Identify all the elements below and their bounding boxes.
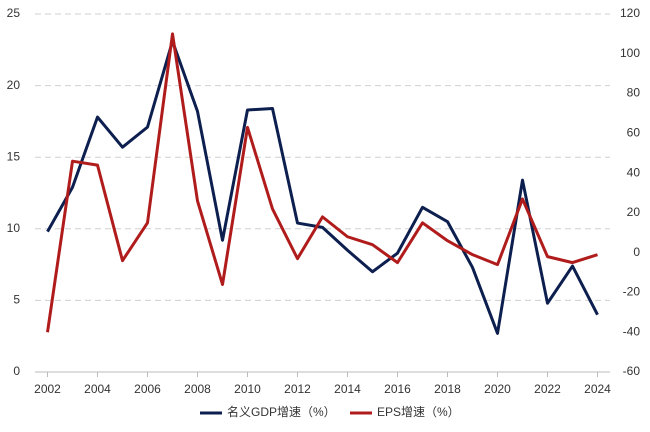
- y-tick-label: 25: [7, 6, 21, 20]
- x-tick-label: 2020: [484, 382, 511, 396]
- x-tick-label: 2006: [134, 382, 161, 396]
- legend-label: EPS增速（%）: [377, 405, 460, 419]
- x-tick-label: 2012: [284, 382, 311, 396]
- y-tick-label: 10: [7, 221, 21, 235]
- x-tick-label: 2008: [184, 382, 211, 396]
- x-tick-label: 2010: [234, 382, 261, 396]
- y2-tick-label: 0: [633, 245, 640, 259]
- y2-tick-label: -40: [623, 324, 641, 338]
- y-tick-label: 0: [13, 364, 20, 378]
- x-tick-label: 2018: [434, 382, 461, 396]
- y2-tick-label: 80: [627, 86, 641, 100]
- x-tick-label: 2002: [34, 382, 61, 396]
- legend-label: 名义GDP增速（%）: [227, 404, 336, 419]
- y2-tick-label: 120: [620, 6, 640, 20]
- line-series: [46, 39, 599, 335]
- y2-tick-label: 20: [627, 205, 641, 219]
- y2-tick-label: 100: [620, 46, 640, 60]
- x-tick-label: 2024: [584, 382, 611, 396]
- line-series: [46, 32, 598, 333]
- y2-tick-label: -60: [623, 364, 641, 378]
- x-tick-label: 2016: [384, 382, 411, 396]
- y2-tick-label: 60: [627, 126, 641, 140]
- y-tick-label: 15: [7, 149, 21, 163]
- x-tick-label: 2004: [84, 382, 111, 396]
- y2-tick-label: 40: [627, 165, 641, 179]
- y2-tick-label: -20: [623, 285, 641, 299]
- y-tick-label: 20: [7, 78, 21, 92]
- x-tick-label: 2014: [334, 382, 361, 396]
- x-tick-label: 2022: [534, 382, 561, 396]
- y-tick-label: 5: [13, 293, 20, 307]
